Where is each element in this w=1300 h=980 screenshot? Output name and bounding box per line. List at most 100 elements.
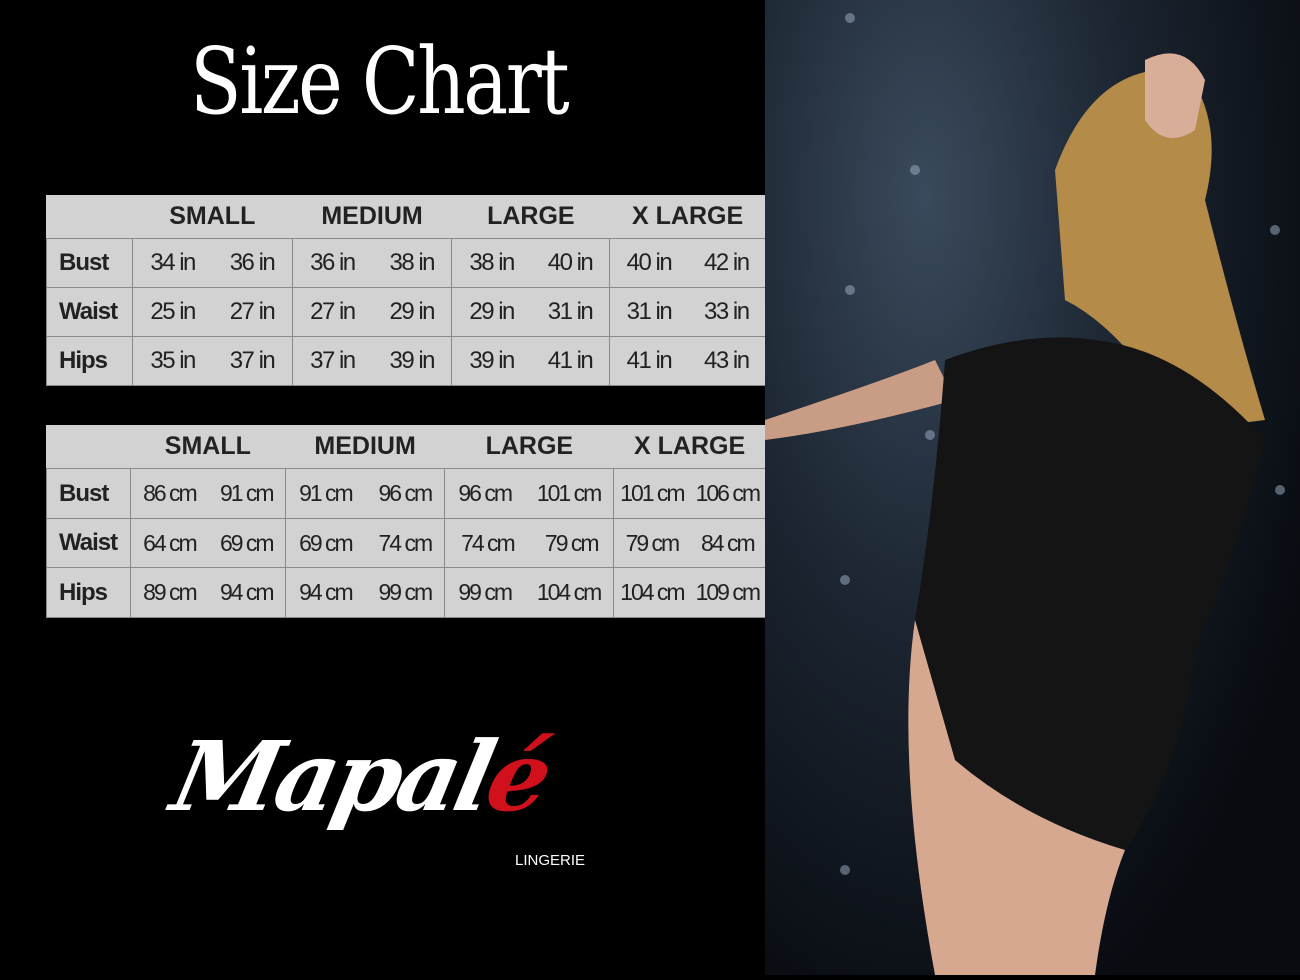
size-cell: 37 in 39 in xyxy=(291,336,453,386)
size-cell: 74 cm 79 cm xyxy=(444,517,615,569)
header-row: SMALL MEDIUM LARGE X LARGE xyxy=(46,195,766,239)
size-cell: 89 cm 94 cm xyxy=(129,567,286,618)
max-value: 79 cm xyxy=(544,529,600,556)
size-header-x-large: X LARGE xyxy=(632,202,744,230)
max-value: 39 in xyxy=(389,347,435,374)
size-header-x-large: X LARGE xyxy=(634,432,746,461)
row-label: Waist xyxy=(46,517,131,569)
page-title: Size Chart xyxy=(190,28,570,135)
max-value: 69 cm xyxy=(219,529,275,556)
min-value: 25 in xyxy=(150,298,196,325)
size-cell: 35 in 37 in xyxy=(131,336,293,386)
size-table-cm: SMALL MEDIUM LARGE X LARGE Bust 86 cm 91 cm 91 … xyxy=(46,425,766,618)
table-row-bust: Bust 86 cm 91 cm 91 cm 96 cm 96 cm 101 cm 101 c… xyxy=(46,468,766,519)
size-table-inches: SMALL MEDIUM LARGE X LARGE Bust 34 in 36 in 36 … xyxy=(46,195,766,386)
min-value: 31 in xyxy=(626,298,673,325)
max-value: 43 in xyxy=(704,347,750,374)
max-value: 42 in xyxy=(704,249,750,276)
size-header-large: LARGE xyxy=(487,202,575,230)
size-cell: 34 in 36 in xyxy=(131,238,293,288)
size-header-medium: MEDIUM xyxy=(314,432,416,461)
min-value: 41 in xyxy=(626,347,673,374)
logo-name: Mapal xyxy=(162,720,502,833)
max-value: 99 cm xyxy=(378,579,433,606)
min-value: 86 cm xyxy=(143,480,198,507)
max-value: 29 in xyxy=(389,298,435,325)
table-row-hips: Hips 89 cm 94 cm 94 cm 99 cm 99 cm 104 cm 104 c… xyxy=(46,567,766,618)
min-value: 27 in xyxy=(310,298,356,325)
max-value: 40 in xyxy=(547,249,594,276)
size-cell: 69 cm 74 cm xyxy=(284,517,446,569)
row-label: Hips xyxy=(46,336,133,386)
max-value: 33 in xyxy=(704,298,750,325)
min-value: 29 in xyxy=(469,298,515,325)
max-value: 91 cm xyxy=(219,480,275,507)
max-value: 37 in xyxy=(229,347,276,374)
size-header-large: LARGE xyxy=(485,432,574,461)
min-value: 101 cm xyxy=(620,480,685,507)
min-value: 89 cm xyxy=(143,579,198,606)
max-value: 74 cm xyxy=(378,529,433,556)
size-cell: 96 cm 101 cm xyxy=(444,468,615,519)
max-value: 109 cm xyxy=(695,579,761,606)
min-value: 39 in xyxy=(469,347,515,374)
min-value: 35 in xyxy=(150,347,196,374)
min-value: 38 in xyxy=(469,249,515,276)
size-cell: 36 in 38 in xyxy=(291,238,453,288)
min-value: 94 cm xyxy=(299,579,354,606)
size-cell: 27 in 29 in xyxy=(291,287,453,337)
table-row-waist: Waist 64 cm 69 cm 69 cm 74 cm 74 cm 79 cm 79 cm… xyxy=(46,517,766,569)
header-row: SMALL MEDIUM LARGE X LARGE xyxy=(46,425,766,469)
table-row-waist: Waist 25 in 27 in 27 in 29 in 29 in 31 in 31 in… xyxy=(46,287,766,337)
size-cell: 29 in 31 in xyxy=(451,287,611,337)
size-cell: 94 cm 99 cm xyxy=(284,567,446,618)
max-value: 84 cm xyxy=(700,529,756,556)
max-value: 36 in xyxy=(229,249,276,276)
model-illustration xyxy=(765,13,1285,975)
max-value: 96 cm xyxy=(378,480,433,507)
size-cell: 25 in 27 in xyxy=(131,287,293,337)
min-value: 34 in xyxy=(150,249,196,276)
logo-subtitle: LINGERIE xyxy=(515,852,586,869)
table-row-hips: Hips 35 in 37 in 37 in 39 in 39 in 41 in 41 in 4… xyxy=(46,336,766,386)
max-value: 104 cm xyxy=(536,579,602,606)
size-header-small: SMALL xyxy=(164,432,251,461)
size-cell: 99 cm 104 cm xyxy=(444,567,615,618)
min-value: 69 cm xyxy=(299,529,354,556)
size-header-medium: MEDIUM xyxy=(321,202,423,230)
size-cell: 39 in 41 in xyxy=(451,336,611,386)
table-row-bust: Bust 34 in 36 in 36 in 38 in 38 in 40 in 40 in 4… xyxy=(46,238,766,288)
size-cell: 31 in 33 in xyxy=(609,287,766,337)
min-value: 74 cm xyxy=(461,529,516,556)
size-cell: 86 cm 91 cm xyxy=(129,468,286,519)
max-value: 101 cm xyxy=(536,480,602,507)
max-value: 106 cm xyxy=(695,480,761,507)
model-photo xyxy=(765,0,1300,975)
size-cell: 41 in 43 in xyxy=(609,336,766,386)
row-label: Waist xyxy=(46,287,133,337)
min-value: 99 cm xyxy=(458,579,513,606)
brand-logo: Mapalé LINGERIE xyxy=(163,720,615,890)
min-value: 36 in xyxy=(310,249,356,276)
size-header-small: SMALL xyxy=(169,202,256,230)
max-value: 94 cm xyxy=(219,579,275,606)
size-cell: 79 cm 84 cm xyxy=(613,517,766,569)
size-cell: 40 in 42 in xyxy=(609,238,766,288)
size-cell: 91 cm 96 cm xyxy=(284,468,446,519)
row-label: Hips xyxy=(46,567,131,618)
max-value: 27 in xyxy=(229,298,276,325)
size-cell: 38 in 40 in xyxy=(451,238,611,288)
min-value: 96 cm xyxy=(458,480,513,507)
max-value: 41 in xyxy=(547,347,594,374)
max-value: 38 in xyxy=(389,249,435,276)
min-value: 104 cm xyxy=(620,579,685,606)
row-label: Bust xyxy=(46,468,131,519)
max-value: 31 in xyxy=(547,298,594,325)
header-corner xyxy=(47,425,131,469)
min-value: 64 cm xyxy=(143,529,198,556)
min-value: 40 in xyxy=(626,249,673,276)
header-corner xyxy=(47,195,133,239)
min-value: 91 cm xyxy=(299,480,354,507)
size-cell: 104 cm 109 cm xyxy=(613,567,766,618)
min-value: 37 in xyxy=(310,347,356,374)
